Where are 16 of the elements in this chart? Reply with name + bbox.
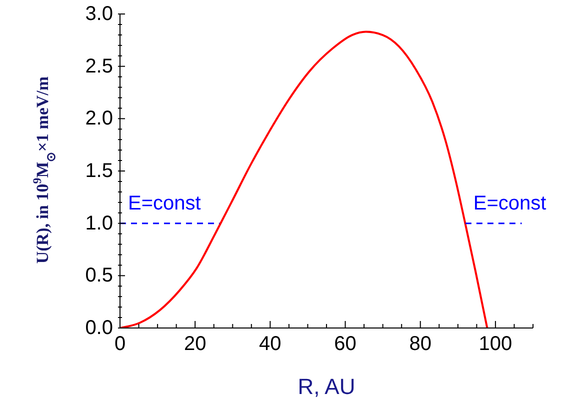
- x-tick-label: 40: [259, 333, 282, 355]
- series-label: E=const: [128, 192, 202, 214]
- y-tick-label: 0.0: [85, 317, 113, 339]
- y-tick-label: 2.0: [85, 108, 113, 130]
- y-tick-label: 1.5: [85, 160, 113, 182]
- series-label: E=const: [473, 192, 547, 214]
- y-tick-label: 1.0: [85, 212, 113, 234]
- x-tick-label: 80: [409, 333, 432, 355]
- y-tick-label: 2.5: [85, 55, 113, 78]
- x-tick-label: 100: [478, 333, 512, 355]
- x-tick-label: 0: [114, 333, 126, 355]
- y-tick-label: 0.5: [85, 264, 113, 287]
- x-axis-title: R, AU: [298, 374, 356, 399]
- x-tick-label: 20: [184, 333, 206, 355]
- y-tick-label: 3.0: [85, 3, 113, 25]
- x-tick-label: 60: [334, 333, 356, 355]
